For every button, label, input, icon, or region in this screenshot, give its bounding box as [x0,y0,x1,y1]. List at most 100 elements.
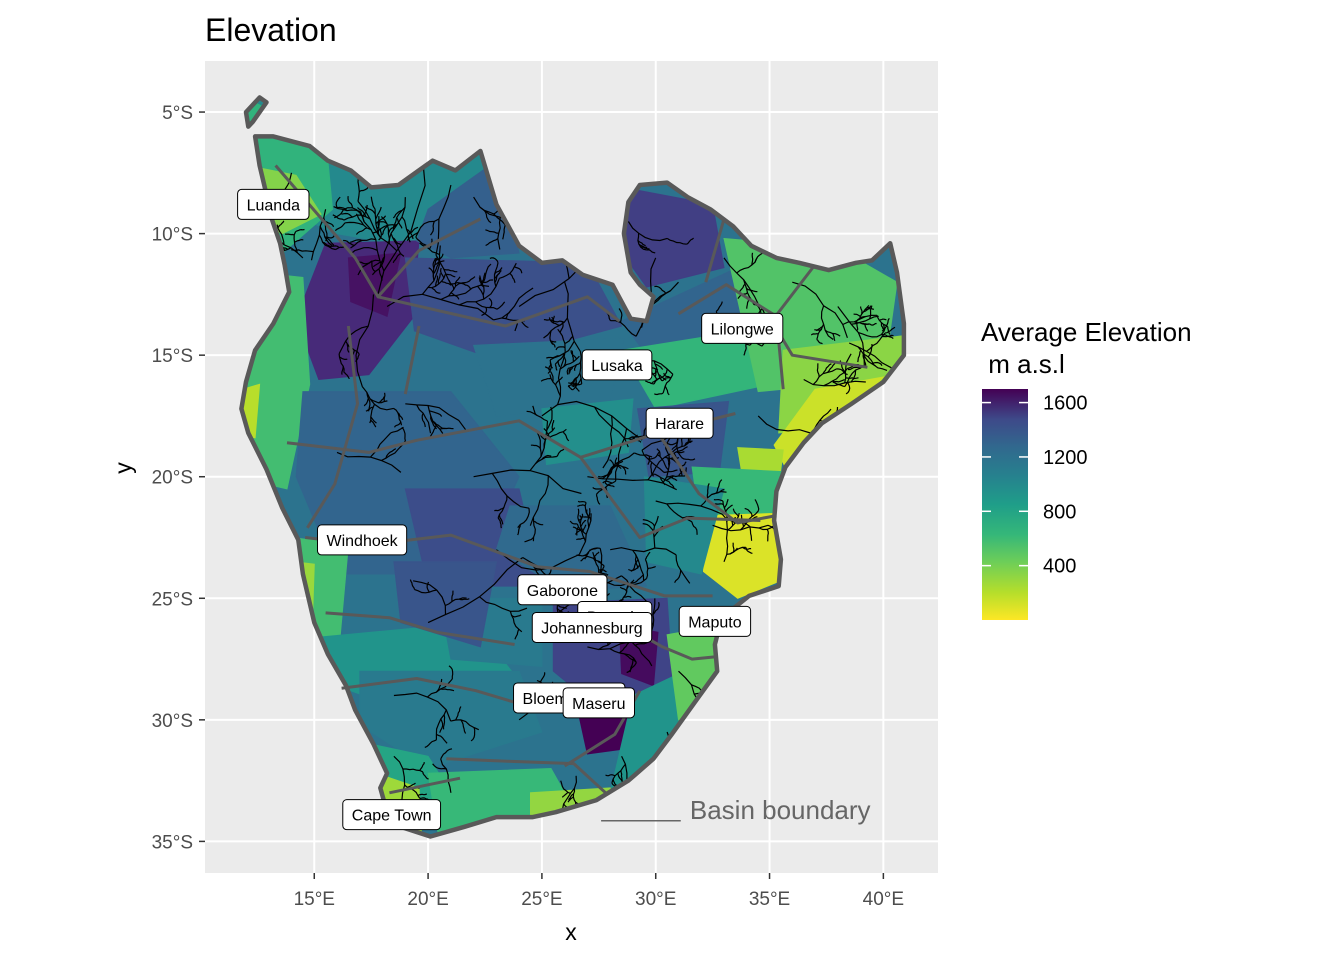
river [584,502,592,521]
river [432,763,447,770]
river [845,377,859,380]
river [466,276,476,284]
x-tick-label: 15°E [294,889,335,910]
river [385,448,397,459]
river [640,246,650,250]
river [602,480,613,484]
river [853,313,861,317]
river [857,346,876,367]
city-name: Johannesburg [541,620,642,637]
x-tick-label: 40°E [863,889,904,910]
river [604,482,615,488]
river [392,206,406,231]
river [541,400,643,441]
river [587,508,591,528]
river [371,252,386,276]
river [514,266,523,274]
river [455,706,462,721]
river [574,528,583,535]
river [404,784,421,799]
river [285,233,295,236]
city-name: Luanda [247,197,300,214]
river [546,406,553,431]
river [857,350,862,363]
river [564,336,574,345]
river [655,500,723,515]
river [568,384,573,391]
river [550,315,555,322]
river [496,549,580,571]
river [602,452,635,480]
river [656,448,661,457]
city-name: Maputo [688,614,741,631]
river [509,272,516,283]
city-label: Lusaka [581,349,653,381]
river [706,483,710,498]
river [866,332,886,352]
river [669,476,678,482]
x-axis: 15°E 20°E 25°E 30°E 35°E 40°E [294,873,904,910]
river [372,224,397,234]
river [408,226,419,235]
river [681,457,696,461]
river [862,353,867,366]
river [370,196,376,210]
river [666,237,687,245]
city-name: Maseru [572,696,625,713]
river [560,780,571,794]
river [529,475,549,526]
river [364,206,376,215]
river [664,385,670,396]
city-label-box [581,349,653,381]
river [520,319,529,329]
river [419,797,430,801]
river [576,523,587,542]
river [743,344,747,356]
river [479,596,528,612]
river [578,513,584,522]
basin-boundary-line [656,432,777,525]
river [401,216,411,243]
city-label-box [531,611,653,643]
river [637,240,646,247]
river [532,517,536,542]
river [810,333,819,336]
river [493,287,534,321]
river [844,353,852,384]
river [624,653,637,663]
river [652,602,660,615]
river [440,688,455,692]
river [460,719,467,734]
river [623,595,632,599]
river [355,294,375,387]
river [435,709,447,740]
river [736,257,758,274]
river [727,512,740,531]
river [644,551,651,560]
river [448,665,454,679]
river [549,330,554,345]
river [663,469,678,473]
legend-colorbar [982,389,1028,620]
river [295,228,305,233]
legend-tick-label: 800 [1043,501,1076,523]
river [668,481,675,489]
river [568,367,571,375]
river [620,770,623,782]
river [561,775,578,811]
river [387,223,397,234]
river [393,407,403,426]
river [369,404,376,424]
river [654,392,664,396]
river [436,733,448,744]
river [543,319,551,321]
river [343,239,355,246]
river [432,256,438,281]
river [723,257,760,306]
river [429,425,437,439]
river [614,428,628,482]
river [675,440,693,450]
river [602,415,613,469]
basin-boundary-line [704,218,726,283]
